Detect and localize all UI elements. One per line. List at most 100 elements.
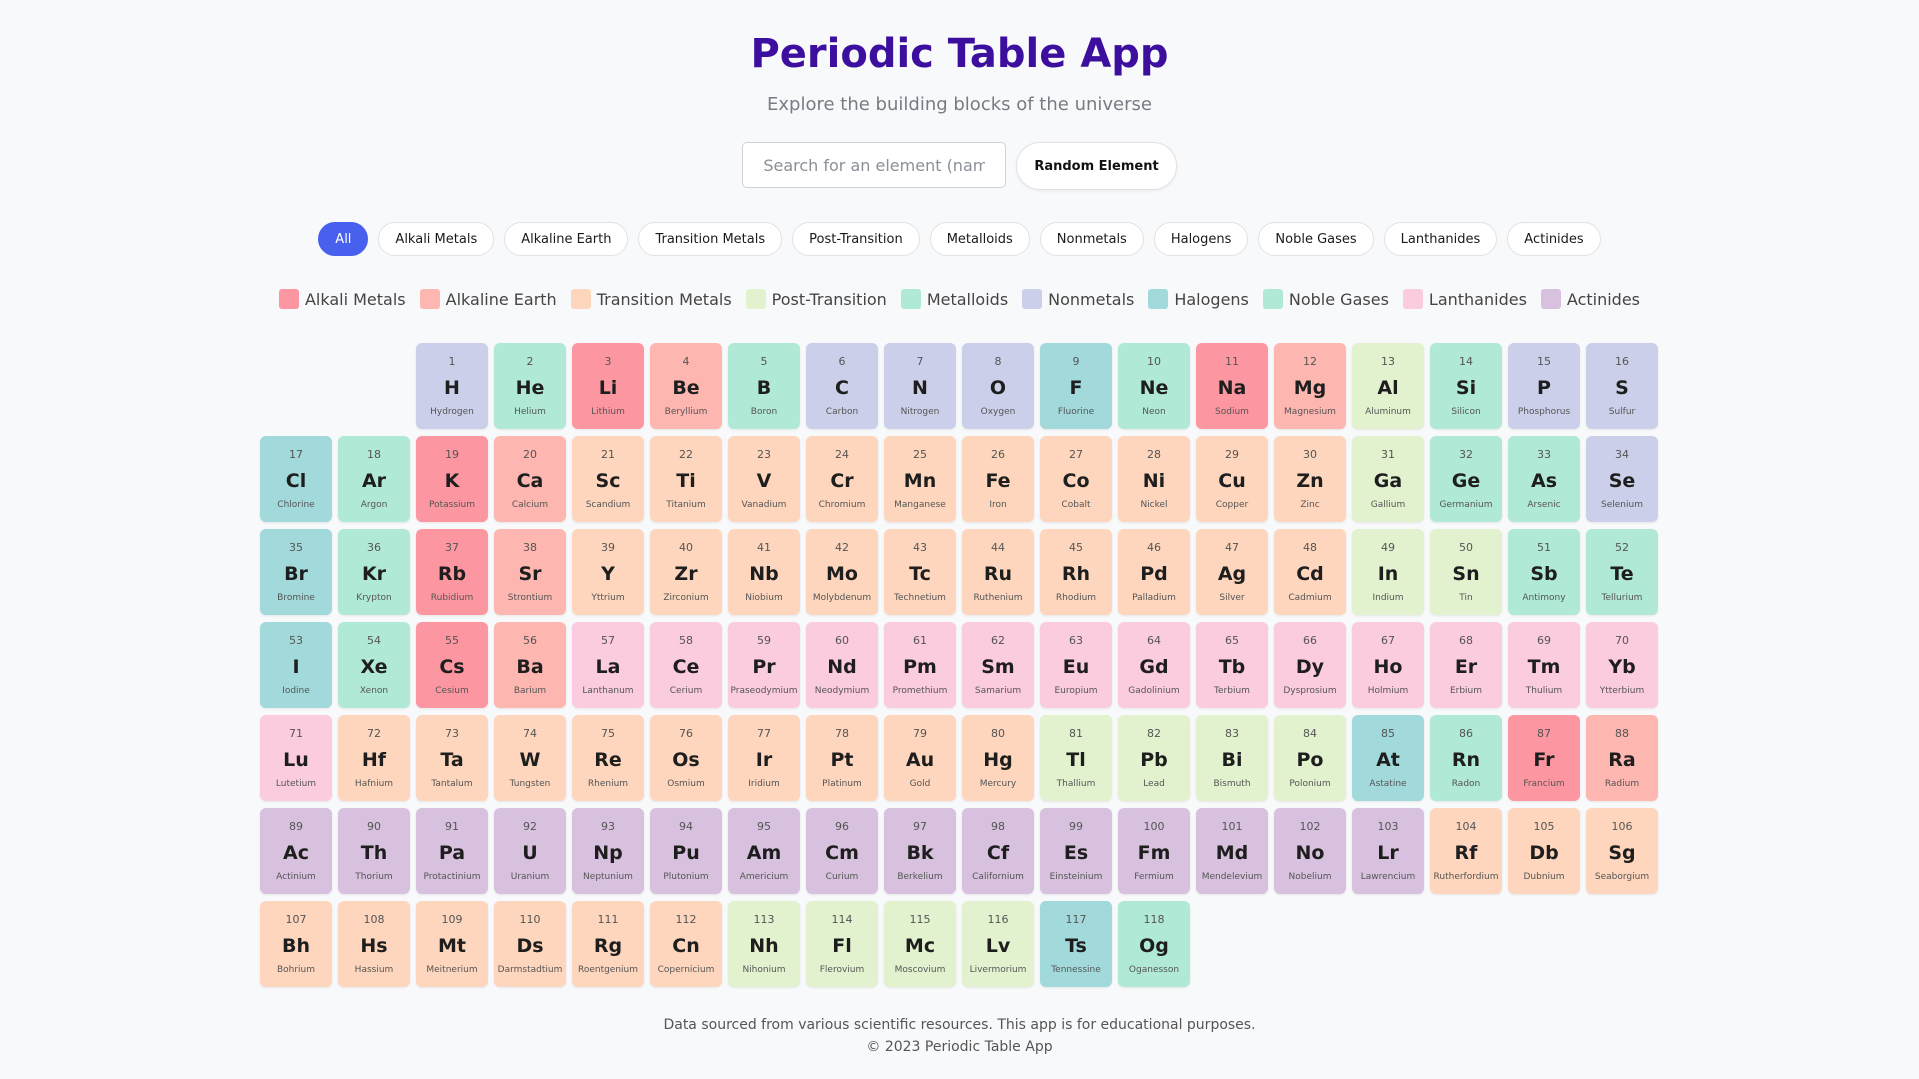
element-tile-pd[interactable]: 46 Pd Palladium: [1118, 529, 1190, 615]
element-tile-ts[interactable]: 117 Ts Tennessine: [1040, 901, 1112, 987]
element-tile-ce[interactable]: 58 Ce Cerium: [650, 622, 722, 708]
element-tile-er[interactable]: 68 Er Erbium: [1430, 622, 1502, 708]
element-tile-se[interactable]: 34 Se Selenium: [1586, 436, 1658, 522]
element-tile-tb[interactable]: 65 Tb Terbium: [1196, 622, 1268, 708]
element-tile-sc[interactable]: 21 Sc Scandium: [572, 436, 644, 522]
element-tile-ba[interactable]: 56 Ba Barium: [494, 622, 566, 708]
element-tile-w[interactable]: 74 W Tungsten: [494, 715, 566, 801]
element-tile-ar[interactable]: 18 Ar Argon: [338, 436, 410, 522]
element-tile-og[interactable]: 118 Og Oganesson: [1118, 901, 1190, 987]
element-tile-gd[interactable]: 64 Gd Gadolinium: [1118, 622, 1190, 708]
element-tile-np[interactable]: 93 Np Neptunium: [572, 808, 644, 894]
element-tile-pb[interactable]: 82 Pb Lead: [1118, 715, 1190, 801]
element-tile-mt[interactable]: 109 Mt Meitnerium: [416, 901, 488, 987]
element-tile-cm[interactable]: 96 Cm Curium: [806, 808, 878, 894]
element-tile-nh[interactable]: 113 Nh Nihonium: [728, 901, 800, 987]
filter-alkaline-earth[interactable]: Alkaline Earth: [504, 222, 629, 256]
random-element-button[interactable]: Random Element: [1016, 142, 1177, 190]
element-tile-pu[interactable]: 94 Pu Plutonium: [650, 808, 722, 894]
element-tile-th[interactable]: 90 Th Thorium: [338, 808, 410, 894]
filter-actinides[interactable]: Actinides: [1507, 222, 1601, 256]
search-input[interactable]: [742, 142, 1007, 188]
element-tile-lr[interactable]: 103 Lr Lawrencium: [1352, 808, 1424, 894]
element-tile-ag[interactable]: 47 Ag Silver: [1196, 529, 1268, 615]
element-tile-hs[interactable]: 108 Hs Hassium: [338, 901, 410, 987]
element-tile-ho[interactable]: 67 Ho Holmium: [1352, 622, 1424, 708]
element-tile-y[interactable]: 39 Y Yttrium: [572, 529, 644, 615]
element-tile-ru[interactable]: 44 Ru Ruthenium: [962, 529, 1034, 615]
element-tile-pm[interactable]: 61 Pm Promethium: [884, 622, 956, 708]
element-tile-v[interactable]: 23 V Vanadium: [728, 436, 800, 522]
element-tile-la[interactable]: 57 La Lanthanum: [572, 622, 644, 708]
filter-halogens[interactable]: Halogens: [1153, 222, 1249, 256]
element-tile-f[interactable]: 9 F Fluorine: [1040, 343, 1112, 429]
element-tile-ac[interactable]: 89 Ac Actinium: [260, 808, 332, 894]
element-tile-bk[interactable]: 97 Bk Berkelium: [884, 808, 956, 894]
element-tile-pa[interactable]: 91 Pa Protactinium: [416, 808, 488, 894]
element-tile-cd[interactable]: 48 Cd Cadmium: [1274, 529, 1346, 615]
element-tile-am[interactable]: 95 Am Americium: [728, 808, 800, 894]
element-tile-re[interactable]: 75 Re Rhenium: [572, 715, 644, 801]
element-tile-be[interactable]: 4 Be Beryllium: [650, 343, 722, 429]
element-tile-al[interactable]: 13 Al Aluminum: [1352, 343, 1424, 429]
element-tile-c[interactable]: 6 C Carbon: [806, 343, 878, 429]
element-tile-au[interactable]: 79 Au Gold: [884, 715, 956, 801]
element-tile-fl[interactable]: 114 Fl Flerovium: [806, 901, 878, 987]
element-tile-dy[interactable]: 66 Dy Dysprosium: [1274, 622, 1346, 708]
element-tile-mc[interactable]: 115 Mc Moscovium: [884, 901, 956, 987]
element-tile-nb[interactable]: 41 Nb Niobium: [728, 529, 800, 615]
element-tile-fr[interactable]: 87 Fr Francium: [1508, 715, 1580, 801]
element-tile-es[interactable]: 99 Es Einsteinium: [1040, 808, 1112, 894]
element-tile-h[interactable]: 1 H Hydrogen: [416, 343, 488, 429]
element-tile-ge[interactable]: 32 Ge Germanium: [1430, 436, 1502, 522]
element-tile-sm[interactable]: 62 Sm Samarium: [962, 622, 1034, 708]
element-tile-rn[interactable]: 86 Rn Radon: [1430, 715, 1502, 801]
element-tile-hf[interactable]: 72 Hf Hafnium: [338, 715, 410, 801]
element-tile-sn[interactable]: 50 Sn Tin: [1430, 529, 1502, 615]
element-tile-yb[interactable]: 70 Yb Ytterbium: [1586, 622, 1658, 708]
element-tile-no[interactable]: 102 No Nobelium: [1274, 808, 1346, 894]
element-tile-po[interactable]: 84 Po Polonium: [1274, 715, 1346, 801]
filter-alkali-metals[interactable]: Alkali Metals: [378, 222, 495, 256]
element-tile-s[interactable]: 16 S Sulfur: [1586, 343, 1658, 429]
element-tile-rg[interactable]: 111 Rg Roentgenium: [572, 901, 644, 987]
element-tile-cf[interactable]: 98 Cf Californium: [962, 808, 1034, 894]
element-tile-na[interactable]: 11 Na Sodium: [1196, 343, 1268, 429]
element-tile-te[interactable]: 52 Te Tellurium: [1586, 529, 1658, 615]
element-tile-pr[interactable]: 59 Pr Praseodymium: [728, 622, 800, 708]
element-tile-nd[interactable]: 60 Nd Neodymium: [806, 622, 878, 708]
element-tile-sb[interactable]: 51 Sb Antimony: [1508, 529, 1580, 615]
element-tile-tl[interactable]: 81 Tl Thallium: [1040, 715, 1112, 801]
element-tile-cn[interactable]: 112 Cn Copernicium: [650, 901, 722, 987]
element-tile-tc[interactable]: 43 Tc Technetium: [884, 529, 956, 615]
element-tile-os[interactable]: 76 Os Osmium: [650, 715, 722, 801]
element-tile-mo[interactable]: 42 Mo Molybdenum: [806, 529, 878, 615]
element-tile-md[interactable]: 101 Md Mendelevium: [1196, 808, 1268, 894]
element-tile-rh[interactable]: 45 Rh Rhodium: [1040, 529, 1112, 615]
filter-post-transition[interactable]: Post-Transition: [792, 222, 920, 256]
element-tile-o[interactable]: 8 O Oxygen: [962, 343, 1034, 429]
element-tile-ga[interactable]: 31 Ga Gallium: [1352, 436, 1424, 522]
element-tile-pt[interactable]: 78 Pt Platinum: [806, 715, 878, 801]
element-tile-li[interactable]: 3 Li Lithium: [572, 343, 644, 429]
element-tile-rf[interactable]: 104 Rf Rutherfordium: [1430, 808, 1502, 894]
element-tile-fm[interactable]: 100 Fm Fermium: [1118, 808, 1190, 894]
element-tile-ni[interactable]: 28 Ni Nickel: [1118, 436, 1190, 522]
element-tile-tm[interactable]: 69 Tm Thulium: [1508, 622, 1580, 708]
element-tile-he[interactable]: 2 He Helium: [494, 343, 566, 429]
element-tile-fe[interactable]: 26 Fe Iron: [962, 436, 1034, 522]
element-tile-b[interactable]: 5 B Boron: [728, 343, 800, 429]
element-tile-cr[interactable]: 24 Cr Chromium: [806, 436, 878, 522]
element-tile-br[interactable]: 35 Br Bromine: [260, 529, 332, 615]
element-tile-ne[interactable]: 10 Ne Neon: [1118, 343, 1190, 429]
element-tile-co[interactable]: 27 Co Cobalt: [1040, 436, 1112, 522]
element-tile-i[interactable]: 53 I Iodine: [260, 622, 332, 708]
element-tile-hg[interactable]: 80 Hg Mercury: [962, 715, 1034, 801]
filter-lanthanides[interactable]: Lanthanides: [1383, 222, 1498, 256]
element-tile-cs[interactable]: 55 Cs Cesium: [416, 622, 488, 708]
element-tile-si[interactable]: 14 Si Silicon: [1430, 343, 1502, 429]
element-tile-ds[interactable]: 110 Ds Darmstadtium: [494, 901, 566, 987]
element-tile-in[interactable]: 49 In Indium: [1352, 529, 1424, 615]
element-tile-ir[interactable]: 77 Ir Iridium: [728, 715, 800, 801]
element-tile-kr[interactable]: 36 Kr Krypton: [338, 529, 410, 615]
